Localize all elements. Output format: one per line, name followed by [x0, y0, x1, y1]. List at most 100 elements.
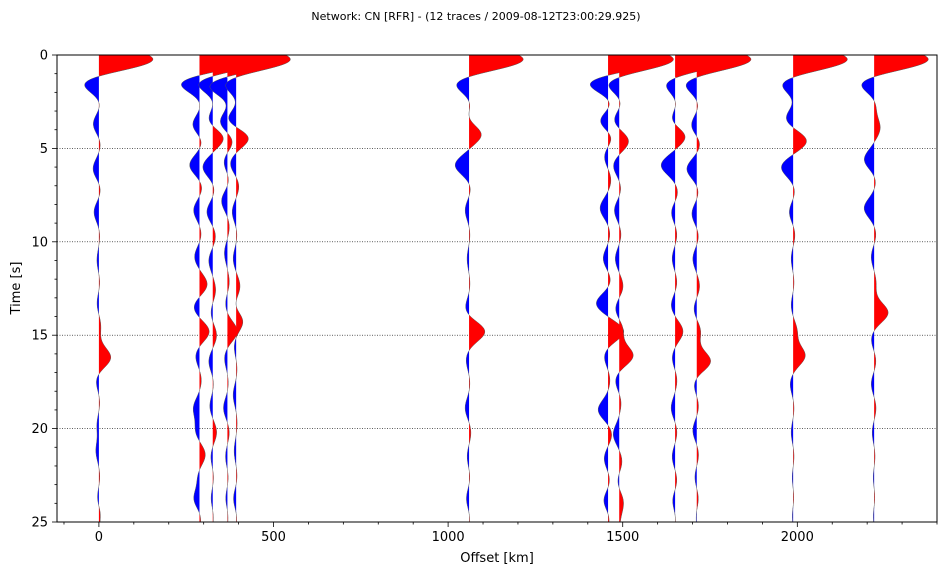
negative-lobe [600, 108, 609, 132]
y-axis: 0 5 10 15 20 25 [31, 49, 57, 531]
negative-lobe [94, 196, 99, 230]
negative-lobe [600, 191, 609, 226]
positive-lobe [675, 124, 686, 150]
negative-lobe [193, 196, 200, 227]
y-tick-label: 20 [31, 422, 48, 437]
positive-lobe [212, 276, 216, 304]
negative-lobe [211, 486, 213, 511]
negative-lobe [223, 391, 228, 423]
negative-lobe [686, 78, 697, 102]
positive-lobe [619, 319, 634, 372]
positive-lobe [199, 269, 208, 298]
trace [209, 54, 283, 523]
positive-lobe [793, 128, 807, 155]
negative-lobe [604, 348, 609, 371]
negative-lobe [181, 75, 200, 104]
positive-lobe [236, 306, 243, 338]
negative-lobe [224, 348, 228, 375]
negative-lobe [864, 142, 875, 177]
negative-lobe [672, 107, 676, 124]
positive-lobe [469, 315, 485, 351]
positive-lobe [212, 418, 217, 447]
negative-lobe [671, 201, 676, 226]
negative-lobe [615, 372, 620, 394]
chart-title: Network: CN [RFR] - (12 traces / 2009-08… [311, 10, 640, 23]
y-tick-label: 5 [40, 142, 48, 157]
negative-lobe [603, 487, 609, 514]
negative-lobe [691, 199, 697, 229]
negative-lobe [864, 189, 875, 227]
negative-lobe [590, 75, 609, 100]
negative-lobe [233, 484, 237, 514]
negative-lobe [224, 153, 228, 174]
negative-lobe [608, 78, 620, 100]
negative-lobe [691, 111, 697, 137]
positive-lobe [874, 271, 889, 331]
negative-lobe [672, 443, 676, 470]
negative-lobe [465, 292, 470, 315]
negative-lobe [672, 245, 676, 272]
trace-line [608, 54, 674, 523]
positive-lobe [696, 273, 700, 298]
x-tick-label: 500 [261, 530, 286, 545]
negative-lobe [221, 185, 228, 218]
negative-lobe [871, 371, 875, 398]
negative-lobe [193, 391, 200, 441]
negative-lobe [692, 415, 697, 446]
positive-lobe [199, 318, 210, 347]
trace-line [181, 54, 254, 523]
positive-lobe [874, 101, 881, 142]
positive-lobe [199, 513, 201, 522]
plot-frame [56, 54, 938, 523]
positive-lobe [696, 55, 751, 78]
negative-lobe [466, 484, 470, 514]
trace-line [781, 54, 848, 523]
negative-lobe [465, 196, 470, 227]
gridlines [57, 148, 937, 429]
trace [84, 54, 154, 523]
positive-lobe [212, 321, 217, 348]
trace [685, 54, 752, 523]
y-tick-label: 10 [31, 235, 48, 250]
negative-lobe [861, 77, 875, 101]
negative-lobe [692, 244, 697, 274]
trace-line [225, 54, 291, 523]
negative-lobe [225, 486, 228, 511]
negative-lobe [598, 390, 609, 425]
negative-lobe [192, 108, 200, 138]
negative-lobe [782, 78, 794, 128]
positive-lobe [675, 316, 683, 348]
positive-lobe [212, 125, 224, 153]
negative-lobe [198, 76, 213, 126]
x-axis-label: Offset [km] [460, 551, 534, 566]
positive-lobe [696, 319, 711, 379]
trace [198, 54, 268, 523]
negative-lobe [789, 199, 794, 226]
trace [861, 54, 929, 523]
positive-lobe [793, 316, 806, 375]
negative-lobe [791, 418, 794, 447]
negative-lobe [694, 298, 697, 319]
negative-lobe [615, 298, 620, 319]
negative-lobe [224, 238, 228, 269]
negative-lobe [603, 243, 609, 272]
trace-line [209, 54, 283, 523]
negative-lobe [604, 446, 609, 472]
seismic-traces [84, 54, 929, 523]
positive-lobe [608, 317, 624, 348]
trace [225, 54, 291, 523]
positive-lobe [98, 315, 111, 375]
positive-lobe [199, 441, 206, 470]
negative-lobe [613, 415, 620, 451]
negative-lobe [93, 108, 99, 138]
y-tick-label: 25 [31, 516, 48, 531]
negative-lobe [686, 152, 697, 187]
negative-lobe [195, 347, 200, 371]
trace [608, 54, 674, 523]
positive-lobe [98, 506, 101, 522]
x-tick-label: 0 [95, 530, 103, 545]
trace-line [685, 54, 752, 523]
negative-lobe [193, 470, 200, 514]
positive-lobe [619, 128, 629, 155]
